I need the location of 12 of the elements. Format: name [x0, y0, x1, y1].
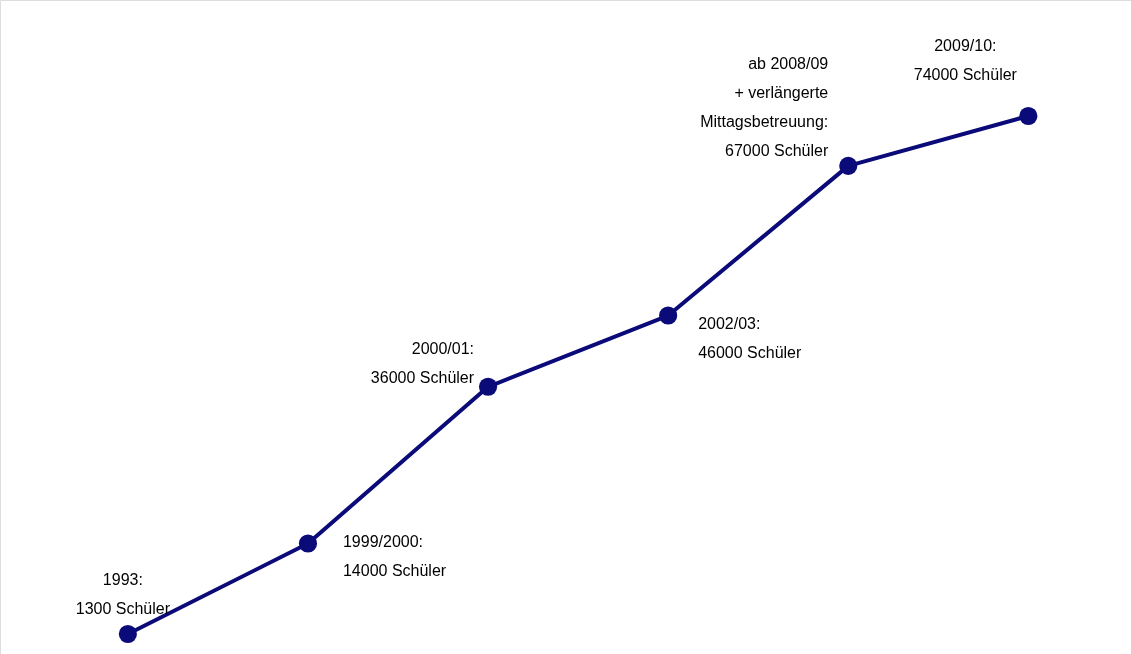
point [478, 377, 498, 396]
point [659, 306, 678, 325]
point [839, 156, 858, 175]
data-label: 1993: 1300 Schüler [75, 571, 171, 618]
point [1019, 106, 1038, 126]
data-label: ab 2008/09 + verlängerte Mittagsbetreuung: 67000 Schüler [700, 54, 829, 159]
data-label: 2009/10: 74000 Schüler [913, 37, 1018, 84]
data-label: 2002/03: 46000 Schüler [698, 314, 803, 361]
point [118, 624, 137, 644]
data-label: 2000/01: 36000 Schüler [370, 339, 475, 386]
point [298, 534, 318, 553]
data-label: 1999/2000: 14000 Schüler [342, 532, 447, 579]
